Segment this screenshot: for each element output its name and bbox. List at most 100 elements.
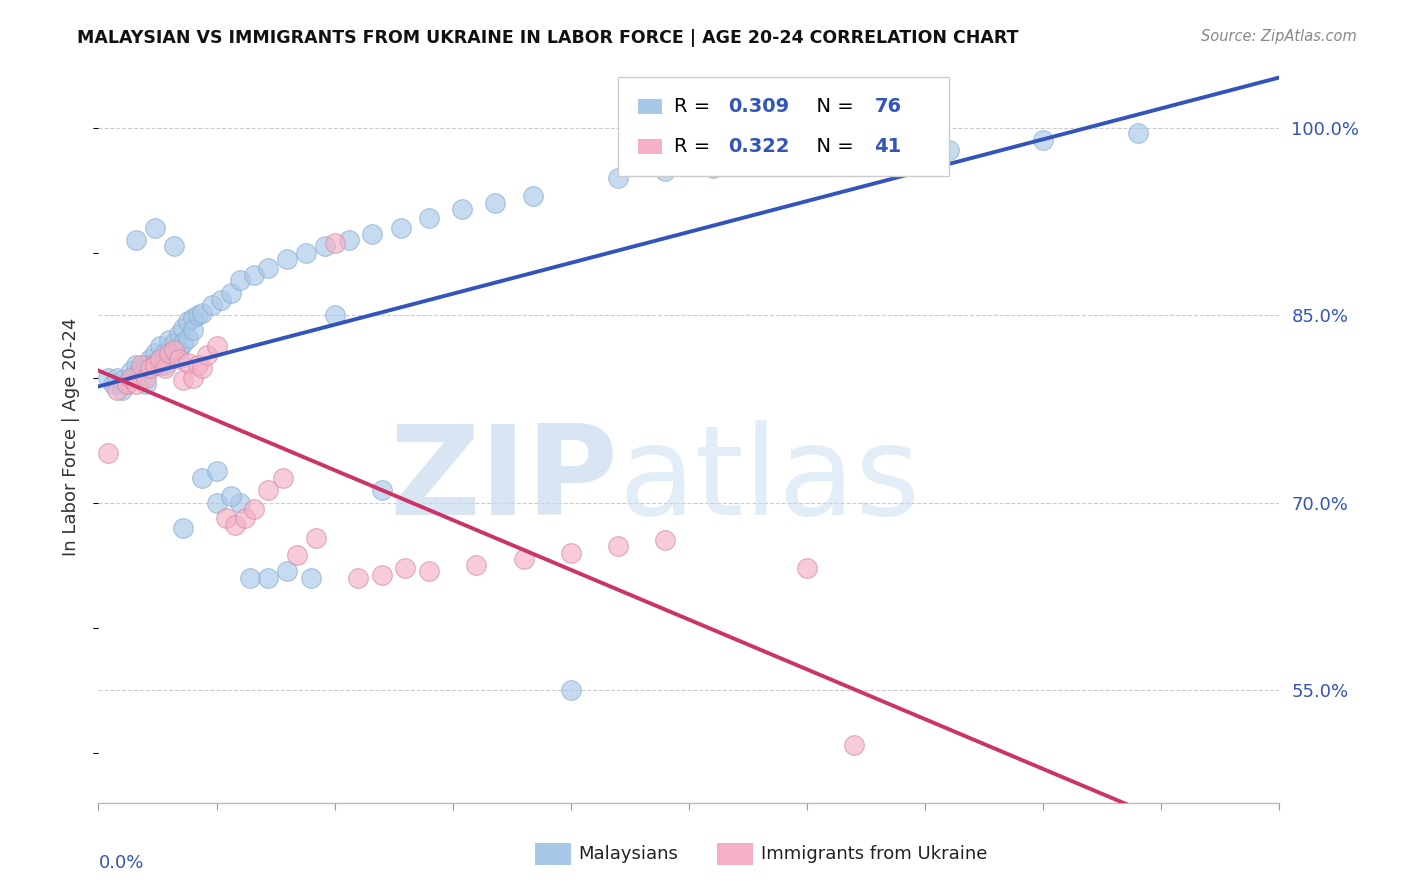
Point [257, 483, 280, 498]
Point [257, 260, 280, 275]
Point [522, 189, 544, 203]
Point [181, 323, 204, 337]
Y-axis label: In Labor Force | Age 20-24: In Labor Force | Age 20-24 [62, 318, 80, 557]
Point [389, 220, 412, 235]
Point [337, 233, 360, 247]
Point [121, 370, 143, 384]
Point [172, 521, 194, 535]
Text: ZIP: ZIP [389, 420, 619, 541]
Point [97, 446, 120, 460]
FancyBboxPatch shape [536, 843, 571, 865]
Point [105, 370, 128, 384]
Text: 41: 41 [875, 137, 901, 156]
Text: 0.309: 0.309 [728, 97, 789, 116]
Point [172, 335, 194, 350]
Text: R =: R = [673, 97, 716, 116]
Text: R =: R = [673, 137, 716, 156]
Point [149, 351, 172, 366]
Text: 0.322: 0.322 [728, 137, 789, 156]
Point [224, 518, 246, 533]
Point [157, 333, 180, 347]
Point [239, 571, 262, 585]
Point [257, 571, 280, 585]
Point [484, 195, 506, 210]
Point [191, 360, 214, 375]
Point [125, 368, 148, 383]
Point [371, 483, 394, 498]
Point [205, 339, 228, 353]
Point [187, 308, 209, 322]
Point [323, 235, 346, 250]
Point [139, 360, 162, 375]
Point [560, 683, 582, 698]
Point [347, 571, 370, 585]
Point [129, 373, 152, 387]
Point [125, 233, 148, 247]
Point [215, 510, 238, 524]
Point [153, 358, 176, 372]
Point [143, 356, 166, 370]
Point [229, 496, 252, 510]
Point [157, 348, 180, 362]
Point [172, 373, 194, 387]
Point [111, 373, 134, 387]
Point [844, 739, 866, 753]
Point [201, 298, 224, 312]
Point [418, 211, 440, 225]
Point [748, 155, 770, 169]
Point [418, 565, 440, 579]
Text: 76: 76 [875, 97, 901, 116]
Point [654, 164, 676, 178]
Point [243, 268, 266, 282]
Point [844, 148, 866, 162]
Point [97, 370, 120, 384]
FancyBboxPatch shape [638, 139, 662, 154]
Point [177, 356, 200, 370]
Point [205, 496, 228, 510]
Point [163, 345, 186, 359]
Text: N =: N = [803, 137, 859, 156]
Point [135, 358, 157, 372]
Text: MALAYSIAN VS IMMIGRANTS FROM UKRAINE IN LABOR FORCE | AGE 20-24 CORRELATION CHAR: MALAYSIAN VS IMMIGRANTS FROM UKRAINE IN … [77, 29, 1019, 47]
Point [1126, 126, 1149, 140]
FancyBboxPatch shape [717, 843, 752, 865]
Point [149, 358, 172, 372]
Point [607, 540, 630, 554]
Point [305, 531, 328, 545]
FancyBboxPatch shape [638, 99, 662, 114]
Point [163, 335, 186, 350]
Point [125, 376, 148, 391]
Point [121, 364, 143, 378]
Point [299, 571, 322, 585]
Point [121, 370, 143, 384]
Text: atlas: atlas [619, 420, 920, 541]
Point [560, 546, 582, 560]
Point [195, 348, 218, 362]
Point [177, 314, 200, 328]
Text: N =: N = [803, 97, 859, 116]
Point [654, 533, 676, 548]
Point [105, 383, 128, 397]
Point [219, 490, 242, 504]
Point [139, 351, 162, 366]
Point [323, 308, 346, 322]
Point [177, 331, 200, 345]
Point [229, 273, 252, 287]
Point [938, 143, 960, 157]
Point [285, 548, 308, 562]
Point [187, 358, 209, 372]
Point [143, 358, 166, 372]
FancyBboxPatch shape [619, 78, 949, 176]
Point [361, 227, 384, 241]
Point [129, 360, 152, 375]
Point [163, 239, 186, 253]
Point [702, 161, 724, 175]
Text: 0.0%: 0.0% [98, 854, 143, 872]
Point [276, 252, 298, 266]
Point [143, 345, 166, 359]
Point [143, 220, 166, 235]
Point [111, 383, 134, 397]
Point [209, 293, 232, 308]
Point [243, 502, 266, 516]
Point [149, 339, 172, 353]
